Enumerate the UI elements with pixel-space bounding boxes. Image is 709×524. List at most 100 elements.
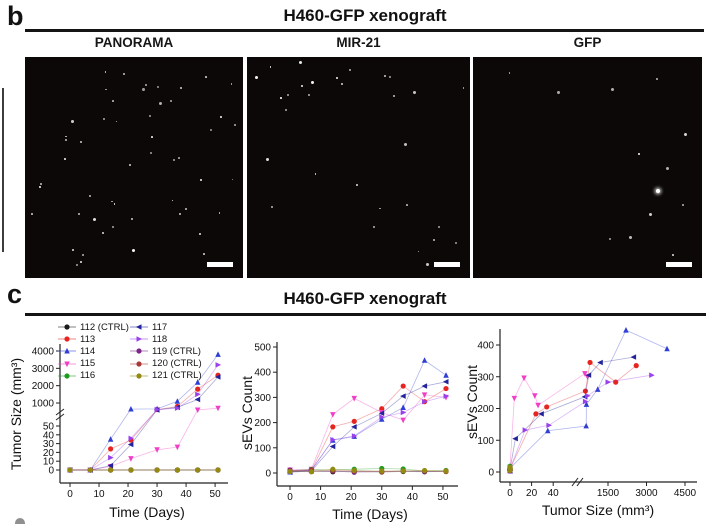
legend-item-112: 112 (CTRL)	[57, 321, 129, 333]
legend-marker-icon	[130, 324, 148, 330]
panel-c-label: c	[7, 279, 23, 309]
panel-c-title: H460-GFP xenograft	[283, 289, 447, 308]
particle-dot	[230, 83, 233, 85]
particle-dot	[672, 253, 675, 256]
svg-text:0: 0	[67, 489, 73, 500]
svg-text:Tumor Size (mm³): Tumor Size (mm³)	[8, 358, 24, 470]
particle-dot	[314, 173, 317, 175]
svg-text:20: 20	[122, 489, 134, 500]
particle-dot	[102, 118, 105, 120]
particle-dot	[682, 204, 684, 206]
particle-dot	[265, 158, 269, 162]
svg-text:200: 200	[254, 418, 271, 429]
particle-dot	[609, 238, 612, 241]
particle-dot	[172, 158, 175, 161]
legend-marker-icon	[58, 348, 76, 354]
particle-dot	[373, 225, 376, 228]
svg-text:3000: 3000	[635, 488, 658, 499]
svg-text:100: 100	[254, 443, 271, 454]
particle-dot	[156, 86, 159, 89]
particle-dot	[200, 178, 203, 181]
particle-dot	[255, 76, 258, 80]
chart-tumor-size-vs-time: 0 10 20 30 40 50010203040501000200030004000Ti…	[8, 344, 228, 520]
particle-dot	[412, 91, 416, 94]
particle-dot	[115, 120, 118, 123]
legend-marker-icon	[130, 373, 148, 379]
svg-text:4000: 4000	[32, 347, 55, 358]
particle-dot	[683, 133, 687, 136]
particle-dot	[79, 140, 82, 143]
legend-item-119: 119 (CTRL)	[129, 345, 233, 357]
particle-dot	[336, 77, 339, 80]
particle-dot	[79, 261, 82, 263]
particle-dot	[210, 129, 213, 132]
svg-text:Time (Days): Time (Days)	[332, 506, 408, 522]
particle-dot	[300, 85, 303, 88]
particle-dot	[298, 61, 302, 64]
svg-text:500: 500	[254, 343, 271, 354]
legend-item-label: 114	[80, 345, 96, 357]
legend-marker-icon	[130, 361, 148, 367]
svg-text:30: 30	[151, 489, 163, 500]
svg-text:10: 10	[315, 492, 327, 503]
particle-dot	[234, 124, 237, 127]
legend-item-120: 120 (CTRL)	[129, 358, 233, 370]
svg-text:30: 30	[376, 492, 388, 503]
particle-dot	[101, 232, 104, 235]
particle-dot	[280, 97, 282, 99]
particle-dot	[231, 178, 233, 181]
particle-dot	[205, 76, 207, 78]
particle-dot	[198, 233, 201, 235]
microscopy-image-gfp	[473, 57, 702, 278]
legend-item-label: 112 (CTRL)	[80, 321, 129, 333]
particle-dot	[284, 108, 287, 111]
legend-marker-icon	[58, 324, 76, 330]
bright-particle-dot	[656, 189, 660, 193]
particle-dot	[432, 238, 435, 241]
svg-text:50: 50	[43, 422, 55, 433]
svg-text:400: 400	[254, 368, 271, 379]
svg-text:Time (Days): Time (Days)	[109, 504, 185, 520]
legend-marker-icon	[130, 336, 148, 343]
particle-dot	[185, 207, 188, 210]
particle-dot	[70, 119, 74, 123]
particle-dot	[122, 72, 125, 75]
particle-dot	[63, 158, 66, 160]
chart-sevs-count-vs-tumor-size: 0 20 40 1500 3000 4500 0 100 200 300 400 Tumor Size…	[464, 327, 697, 518]
cropped-next-panel-label	[15, 518, 25, 524]
particle-dot	[149, 152, 152, 154]
particle-dot	[142, 88, 146, 92]
particle-dot	[111, 200, 113, 203]
scale-bar	[666, 262, 692, 267]
particle-dot	[638, 153, 641, 156]
particle-dot	[159, 101, 163, 105]
particle-dot	[171, 199, 174, 202]
particle-dot	[112, 100, 115, 103]
particle-dot	[65, 139, 67, 142]
particle-dot	[340, 83, 343, 86]
particle-dot	[169, 99, 172, 102]
particle-dot	[151, 136, 153, 138]
svg-text:40: 40	[43, 430, 55, 441]
particle-dot	[78, 213, 80, 215]
particle-dot	[425, 262, 429, 266]
legend-marker-icon	[130, 348, 148, 355]
particle-dot	[656, 77, 659, 80]
svg-text:Tumor Size (mm³): Tumor Size (mm³)	[542, 502, 654, 518]
svg-text:40: 40	[181, 489, 193, 500]
particle-dot	[508, 72, 511, 74]
legend-marker-icon	[58, 361, 76, 367]
particle-dot	[89, 195, 92, 198]
particle-dot	[462, 87, 464, 89]
particle-dot	[404, 143, 407, 147]
svg-text:3000: 3000	[32, 364, 55, 375]
scale-bar	[207, 262, 233, 267]
particle-dot	[144, 83, 147, 86]
particle-dot	[392, 94, 395, 97]
particle-dot	[388, 75, 391, 78]
particle-dot	[132, 249, 135, 253]
particle-dot	[180, 87, 183, 90]
particle-dot	[131, 218, 134, 221]
particle-dot	[76, 263, 79, 266]
